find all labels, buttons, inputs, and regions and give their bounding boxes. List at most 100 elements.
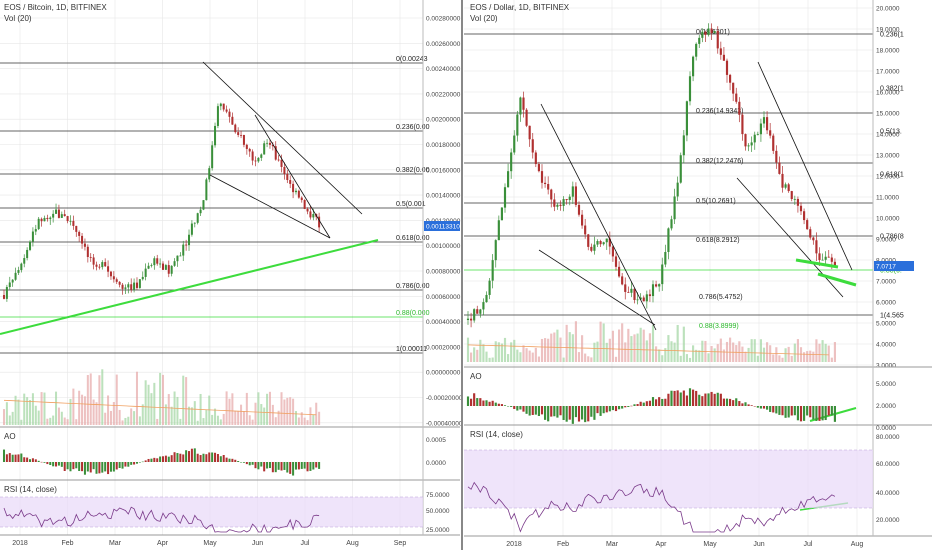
volume-bar xyxy=(729,337,732,362)
candle-body xyxy=(627,291,630,293)
candle-body xyxy=(245,144,248,149)
volume-bar xyxy=(228,398,231,425)
ao-bar xyxy=(46,462,49,465)
ao-bar xyxy=(756,406,759,408)
candle-body xyxy=(193,222,196,224)
candle-body xyxy=(5,287,8,299)
volume-bar xyxy=(809,350,812,362)
ao-bar xyxy=(193,448,196,462)
ao-bar xyxy=(630,405,633,407)
ao-bar xyxy=(762,406,766,409)
volume-bar xyxy=(497,342,500,362)
candle-body xyxy=(713,31,716,34)
ao-bar xyxy=(803,406,806,421)
ao-bar xyxy=(216,454,219,462)
volume-bar xyxy=(57,407,60,425)
candle-body xyxy=(141,276,144,280)
candle-body xyxy=(37,218,40,230)
volume-bar xyxy=(676,324,679,362)
candle-body xyxy=(57,209,60,218)
ao-bar xyxy=(550,406,553,417)
ao-bar xyxy=(540,406,544,415)
ao-bar xyxy=(522,406,525,412)
candle-body xyxy=(211,145,214,169)
volume-bar xyxy=(642,329,645,362)
ao-bar xyxy=(466,396,470,406)
ao-bar xyxy=(83,462,86,475)
volume-bar xyxy=(488,357,491,362)
candle-body xyxy=(173,261,176,266)
ao-bar xyxy=(738,401,741,406)
candle-body xyxy=(500,207,503,221)
candle-body xyxy=(618,266,621,277)
ao-bar xyxy=(266,462,269,469)
y-tick-label: 16.0000 xyxy=(876,90,900,97)
volume-bar xyxy=(624,342,627,362)
volume-bar xyxy=(833,342,836,362)
volume-bar xyxy=(790,355,793,362)
ao-bar xyxy=(759,406,762,409)
ao-bar xyxy=(121,462,124,469)
fib-level-label: 0.786(0.00 xyxy=(396,283,430,290)
volume-bar xyxy=(208,395,211,425)
ao-bar xyxy=(772,406,775,413)
y-tick-label: 0.00040000 xyxy=(426,319,461,326)
ao-tick-label: 5.0000 xyxy=(876,381,896,388)
trendline xyxy=(809,407,857,422)
volume-bar xyxy=(78,390,81,425)
y-tick-label: 3.0000 xyxy=(876,363,896,370)
candle-body xyxy=(633,288,636,301)
ao-bar xyxy=(75,462,78,469)
ao-bar xyxy=(176,453,179,462)
ao-bar xyxy=(78,462,81,471)
ao-bar xyxy=(707,393,710,406)
ao-tick-label: 2.0000 xyxy=(876,403,896,410)
volume-bar xyxy=(52,415,55,425)
volume-bar xyxy=(98,375,101,425)
fib-level-label: 0.236(1 xyxy=(880,32,904,39)
ao-bar xyxy=(735,398,738,406)
ao-bar xyxy=(698,394,701,406)
x-tick-label: May xyxy=(203,540,217,547)
candle-body xyxy=(286,173,289,181)
ao-bar xyxy=(824,406,827,421)
candle-body xyxy=(130,284,133,290)
volume-bar xyxy=(719,338,722,362)
fib-level-label: 0.786(8 xyxy=(880,234,904,241)
candle-body xyxy=(31,231,34,242)
ao-bar xyxy=(260,462,263,467)
candle-body xyxy=(664,251,667,265)
candle-body xyxy=(294,190,297,193)
ao-bar xyxy=(645,401,648,406)
rsi-tick-label: 25.0000 xyxy=(426,527,450,534)
ao-bar xyxy=(81,462,84,472)
volume-bar xyxy=(710,346,713,362)
volume-bar xyxy=(127,416,130,425)
candle-body xyxy=(830,257,833,262)
volume-bar xyxy=(182,375,185,425)
volume-bar xyxy=(118,409,121,425)
candle-body xyxy=(562,199,565,206)
ao-bar xyxy=(23,457,26,462)
candle-body xyxy=(488,280,491,295)
candle-body xyxy=(222,103,225,110)
candle-body xyxy=(133,282,136,290)
volume-bar xyxy=(682,326,685,362)
fib-level-label: 0.618(1 xyxy=(880,172,904,179)
rsi-line xyxy=(467,481,836,533)
volume-bar xyxy=(735,345,738,362)
volume-bar xyxy=(263,407,266,425)
volume-bar xyxy=(614,356,618,362)
candle-body xyxy=(92,257,95,265)
ao-bar xyxy=(627,406,630,407)
candle-body xyxy=(667,228,670,252)
volume-bar xyxy=(494,341,497,362)
volume-bar xyxy=(72,388,75,425)
ao-bar xyxy=(565,406,568,422)
ao-bar xyxy=(268,462,271,469)
y-tick-label: 6.0000 xyxy=(876,300,896,307)
candle-body xyxy=(118,281,121,285)
rsi-line xyxy=(3,506,320,533)
volume-bar xyxy=(574,321,577,362)
ao-bar xyxy=(274,462,277,473)
